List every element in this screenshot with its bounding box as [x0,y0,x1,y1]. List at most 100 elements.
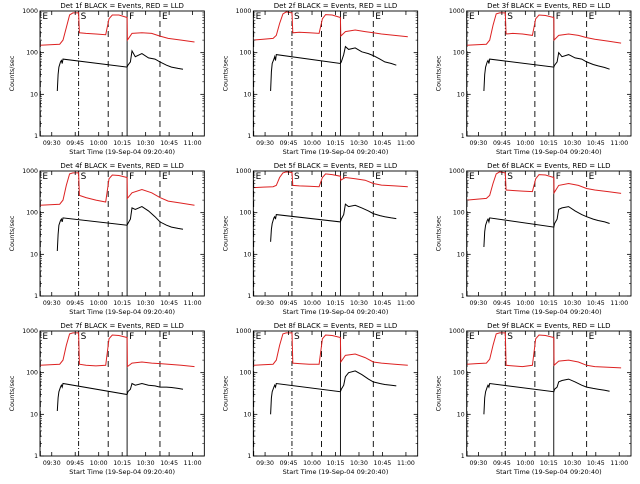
marker-label: F [129,12,134,22]
x-tick-label: 09:30 [256,300,274,307]
x-tick-label: 11:00 [184,140,202,147]
series-events-line [483,206,610,248]
x-axis-label: Start Time (19-Sep-04 09:20:40) [496,308,602,316]
x-tick-label: 10:45 [160,460,178,467]
x-tick-label: 09:30 [43,300,61,307]
marker-label: S [507,332,513,342]
x-tick-label: 10:00 [90,460,108,467]
x-tick-label: 10:30 [350,460,368,467]
x-tick-label: 11:00 [397,300,415,307]
y-tick-label: 1 [34,133,38,140]
series-events-line [483,378,610,415]
y-tick-label: 1000 [449,8,465,15]
x-tick-label: 09:30 [256,460,274,467]
y-tick-label: 1 [247,453,251,460]
x-tick-label: 11:00 [610,300,628,307]
y-tick-label: 10 [30,91,38,98]
y-tick-label: 1 [34,453,38,460]
y-tick-label: 1000 [236,168,252,175]
panel-title: Det 6f BLACK = Events, RED = LLD [487,162,610,170]
x-tick-label: 10:15 [540,460,558,467]
marker-label: E [375,12,381,22]
plot-frame [466,330,632,457]
marker-label: S [81,332,87,342]
series-lld-line [466,171,622,201]
marker-label: F [129,172,134,182]
detector-panel: Det 6f BLACK = Events, RED = LLD E S F E 1 10 1… [435,162,632,316]
x-tick-label: 10:15 [327,300,345,307]
x-tick-label: 09:45 [66,140,84,147]
x-tick-label: 09:45 [66,460,84,467]
x-axis-label: Start Time (19-Sep-04 09:20:40) [69,468,175,476]
series-events-line [56,206,184,252]
y-tick-label: 10 [457,91,465,98]
marker-label: E [589,172,595,182]
series-lld-line [253,171,408,189]
y-tick-label: 100 [240,370,252,377]
x-tick-label: 09:45 [280,140,298,147]
y-tick-label: 1 [461,133,465,140]
x-tick-label: 11:00 [397,460,415,467]
plot-frame [252,330,419,457]
marker-label: S [507,12,513,22]
x-tick-label: 10:15 [113,460,131,467]
x-tick-label: 10:15 [113,300,131,307]
panel-title: Det 1f BLACK = Events, RED = LLD [60,2,183,10]
x-tick-label: 09:45 [493,140,511,147]
x-tick-label: 10:15 [540,300,558,307]
series-events-line [483,51,610,92]
y-axis-label: Counts/sec [435,215,443,251]
marker-label: E [469,172,475,182]
x-tick-label: 10:30 [350,140,368,147]
x-tick-label: 10:45 [374,140,392,147]
x-tick-label: 09:45 [493,300,511,307]
x-tick-label: 11:00 [610,140,628,147]
x-tick-label: 10:30 [563,140,581,147]
marker-label: E [375,172,381,182]
x-tick-label: 10:30 [137,460,155,467]
series-events-line [56,49,184,92]
y-tick-label: 1000 [449,168,465,175]
marker-label: F [129,332,134,342]
series-lld-line [39,332,195,368]
y-axis-label: Counts/sec [221,375,229,411]
marker-label: S [294,332,300,342]
detector-panel: Det 2f BLACK = Events, RED = LLD E S F E 1 10 1… [221,2,419,156]
y-tick-label: 10 [30,251,38,258]
y-tick-label: 10 [243,251,251,258]
series-lld-line [39,172,195,206]
x-tick-label: 10:00 [516,300,534,307]
y-tick-label: 100 [26,210,38,217]
detector-panel: Det 7f BLACK = Events, RED = LLD E S F E 1 10 1… [8,322,205,476]
y-tick-label: 1000 [236,328,252,335]
x-tick-label: 10:30 [563,460,581,467]
x-axis-label: Start Time (19-Sep-04 09:20:40) [283,468,389,476]
y-tick-label: 1000 [22,8,38,15]
marker-label: E [162,332,168,342]
marker-label: F [556,12,561,22]
panel-title: Det 2f BLACK = Events, RED = LLD [274,2,397,10]
marker-label: E [42,12,48,22]
panel-title: Det 5f BLACK = Events, RED = LLD [274,162,397,170]
series-lld-line [253,11,408,41]
x-tick-label: 10:00 [516,140,534,147]
y-tick-label: 1000 [449,328,465,335]
marker-label: S [294,12,300,22]
x-tick-label: 10:45 [374,460,392,467]
x-tick-label: 10:00 [90,140,108,147]
x-tick-label: 10:45 [587,300,605,307]
marker-label: F [342,172,347,182]
x-tick-label: 10:30 [563,300,581,307]
x-tick-label: 10:30 [350,300,368,307]
detector-panel: Det 1f BLACK = Events, RED = LLD E S F E 1 10 1… [8,2,205,156]
marker-label: S [294,172,300,182]
x-tick-label: 11:00 [184,300,202,307]
panel-title: Det 9f BLACK = Events, RED = LLD [487,322,610,330]
detector-panel: Det 5f BLACK = Events, RED = LLD E S F E 1 10 1… [221,162,419,316]
y-tick-label: 10 [30,411,38,418]
y-axis-label: Counts/sec [8,215,16,251]
series-lld-line [466,332,622,369]
x-tick-label: 10:45 [160,140,178,147]
y-tick-label: 10 [243,411,251,418]
